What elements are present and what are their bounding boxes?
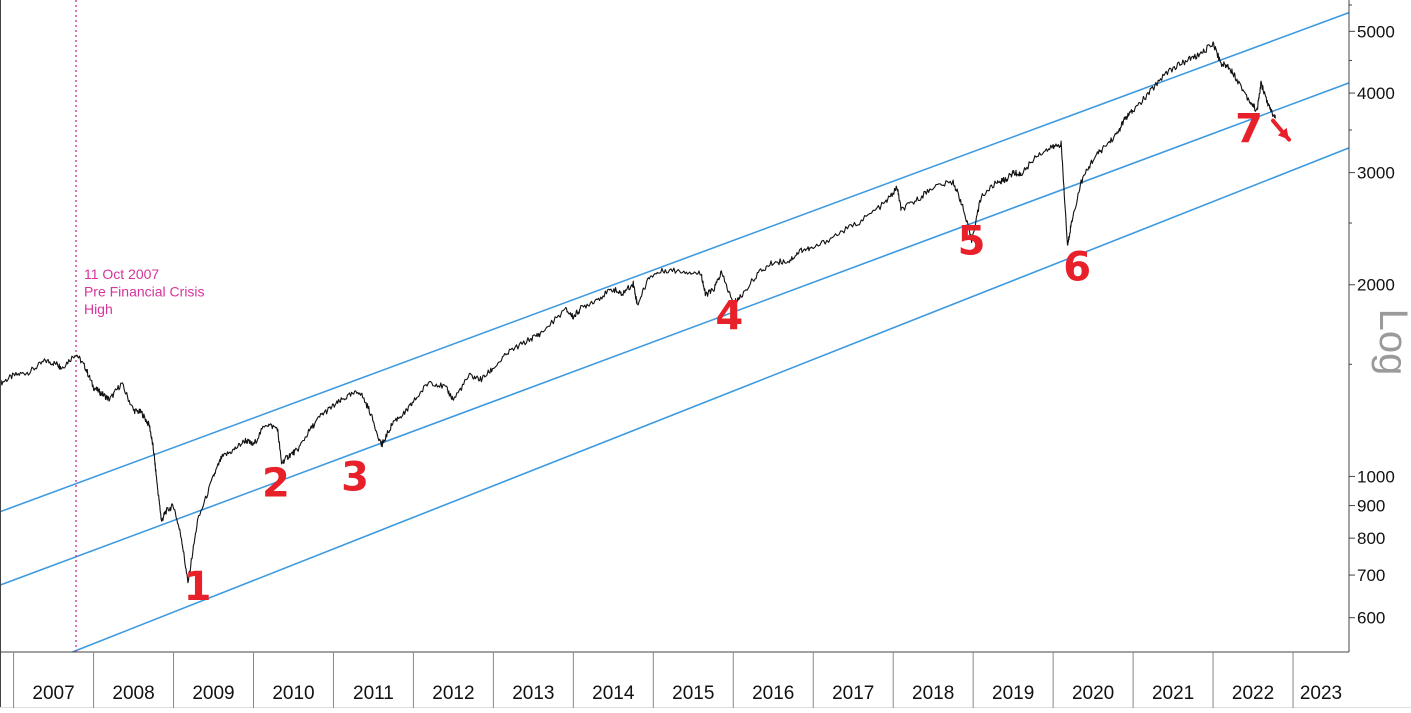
x-tick-label-2014: 2014 bbox=[592, 683, 635, 704]
y-tick-label-5000: 5000 bbox=[1357, 22, 1395, 41]
x-tick-label-2011: 2011 bbox=[353, 683, 394, 704]
x-tick-label-2009: 2009 bbox=[192, 683, 234, 704]
x-tick-label-2015: 2015 bbox=[672, 683, 714, 704]
x-tick-label-2008: 2008 bbox=[112, 683, 154, 704]
series-line-1 bbox=[0, 41, 1276, 584]
y-tick-label-3000: 3000 bbox=[1357, 164, 1395, 183]
y-tick-label-1000: 1000 bbox=[1357, 467, 1395, 486]
y-tick-label-700: 700 bbox=[1357, 566, 1385, 585]
channel-line-2 bbox=[0, 82, 1349, 586]
price-series bbox=[0, 41, 1276, 584]
x-tick-label-2022: 2022 bbox=[1232, 683, 1274, 704]
channel-line-1 bbox=[0, 11, 1349, 513]
y-tick-label-4000: 4000 bbox=[1357, 84, 1395, 103]
x-tick-label-2010: 2010 bbox=[272, 683, 314, 704]
x-tick-label-2012: 2012 bbox=[432, 683, 474, 704]
x-tick-label-2019: 2019 bbox=[992, 683, 1034, 704]
channel-line-3 bbox=[70, 147, 1349, 652]
x-tick-label-2018: 2018 bbox=[912, 683, 954, 704]
x-tick-label-2020: 2020 bbox=[1072, 683, 1114, 704]
x-tick-label-2023: 2023 bbox=[1300, 683, 1342, 704]
annotations: 1 2 3 4 5 6 7 bbox=[184, 106, 1292, 610]
y-tick-label-900: 900 bbox=[1357, 497, 1385, 516]
vertical-marker-label-line-2: Pre Financial Crisis bbox=[84, 284, 205, 300]
channel-lines bbox=[0, 11, 1349, 652]
x-tick-label-2016: 2016 bbox=[752, 683, 794, 704]
trend-arrow-head bbox=[1277, 127, 1289, 140]
x-tick-label-2007: 2007 bbox=[32, 683, 74, 704]
marker-label-6: 6 bbox=[1063, 245, 1091, 291]
marker-label-5: 5 bbox=[958, 219, 986, 265]
vertical-marker-label-line-3: High bbox=[84, 301, 113, 317]
marker-label-1: 1 bbox=[184, 564, 212, 610]
marker-label-3: 3 bbox=[341, 455, 369, 501]
marker-label-4: 4 bbox=[715, 294, 743, 340]
marker-label-2: 2 bbox=[262, 460, 290, 506]
x-tick-label-2013: 2013 bbox=[512, 683, 554, 704]
x-tick-label-2017: 2017 bbox=[832, 683, 874, 704]
y-tick-label-800: 800 bbox=[1357, 529, 1385, 548]
y-tick-label-600: 600 bbox=[1357, 609, 1385, 628]
y-tick-label-2000: 2000 bbox=[1357, 276, 1395, 295]
vertical-marker-label-line-1: 11 Oct 2007 bbox=[84, 266, 159, 282]
marker-label-7: 7 bbox=[1235, 106, 1263, 152]
x-tick-label-2021: 2021 bbox=[1152, 683, 1194, 704]
log-scale-label: Log bbox=[1371, 309, 1411, 376]
